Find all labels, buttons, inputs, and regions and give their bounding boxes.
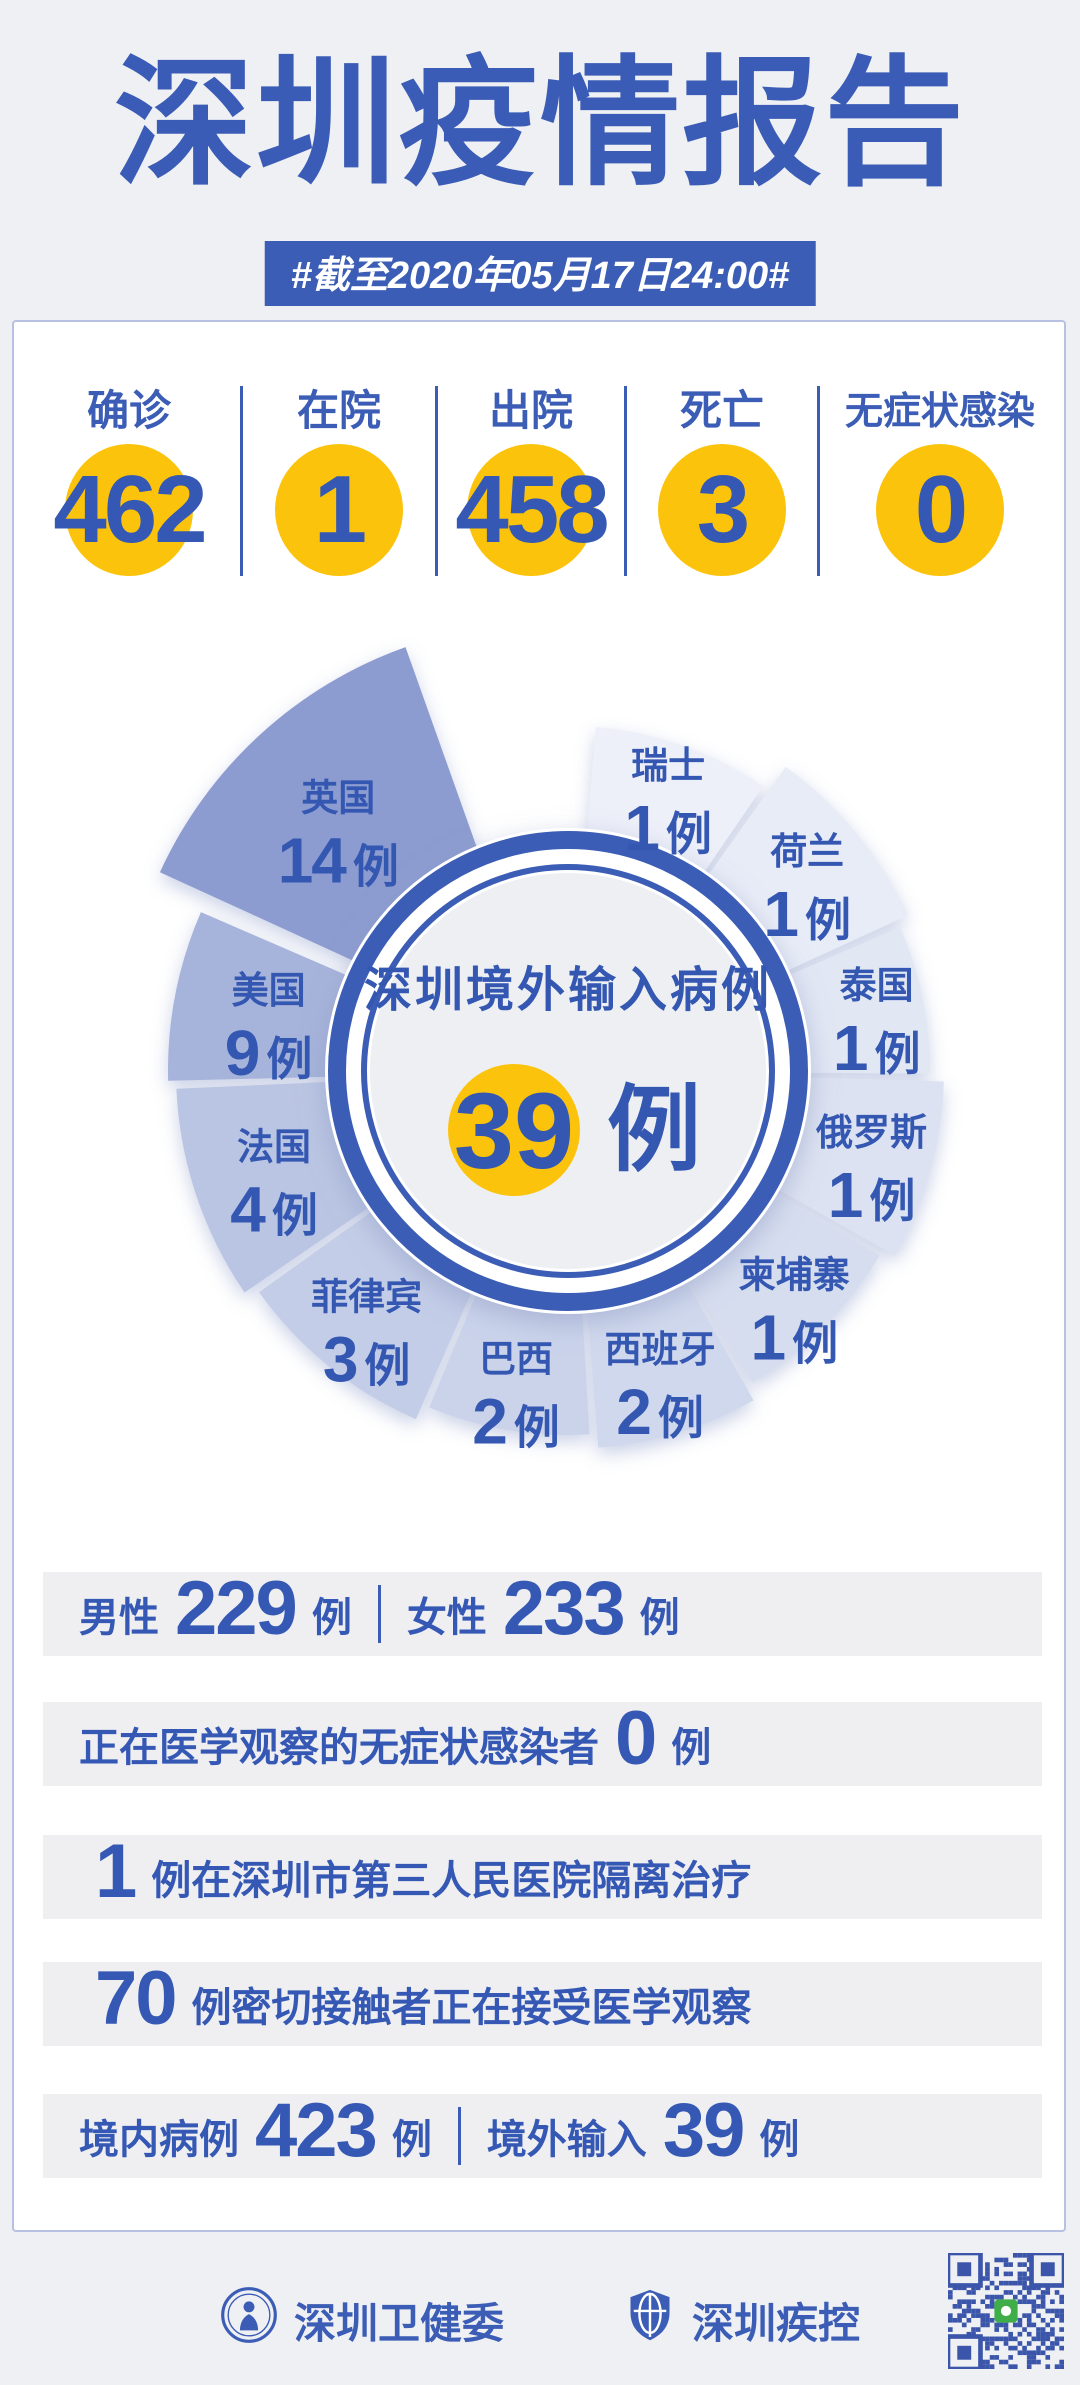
stat-value: 1 xyxy=(313,456,367,563)
stat-value: 458 xyxy=(455,456,609,563)
stat-deaths: 死亡 3 xyxy=(627,380,817,576)
donut-outer-ring xyxy=(328,831,808,1311)
row-label: 境外输入 xyxy=(486,2118,647,2162)
stat-label: 确诊 xyxy=(86,386,171,434)
stat-value-badge: 458 xyxy=(455,444,610,576)
footer: 深圳卫健委 深圳疾控 xyxy=(0,2270,1080,2370)
row-label: 男性 xyxy=(79,1596,159,1640)
slice-country-label: 法国 xyxy=(237,1126,311,1167)
row-divider xyxy=(457,2107,461,2165)
stat-divider xyxy=(435,386,438,576)
stat-value-badge: 3 xyxy=(658,444,786,576)
brand-shenzhen-cdc: 深圳疾控 xyxy=(624,2286,860,2354)
shenzhen-health-commission-logo-icon xyxy=(220,2286,278,2354)
slice-country-label: 美国 xyxy=(232,970,306,1011)
stat-in-hospital: 在院 1 xyxy=(243,380,435,576)
qr-code xyxy=(948,2253,1064,2369)
row-label: 女性 xyxy=(406,1596,487,1640)
info-row: 1 例在深圳市第三人民医院隔离治疗 xyxy=(43,1829,1042,1919)
stat-divider xyxy=(624,386,627,576)
chart-center-title: 深圳境外输入病例 xyxy=(364,964,772,1017)
chart-center-unit: 例 xyxy=(607,1077,701,1182)
row-label: 例 xyxy=(759,2118,800,2162)
report-card: 确诊 462 在院 1 出院 458 死亡 3 无症状感染 0 瑞士 1 例荷兰 1 例泰国 1 例俄罗斯 1 例… xyxy=(12,320,1066,2232)
row-number: 39 xyxy=(662,2088,746,2173)
row-number: 1 xyxy=(95,1829,137,1914)
row-label: 例密切接触者正在接受医学观察 xyxy=(191,1986,752,2030)
stat-value-badge: 0 xyxy=(876,444,1004,576)
stat-value: 462 xyxy=(53,456,207,563)
slice-country-label: 英国 xyxy=(301,777,375,818)
stat-divider xyxy=(240,386,243,576)
brand-label: 深圳卫健委 xyxy=(293,2299,504,2347)
row-number: 423 xyxy=(255,2088,378,2173)
stat-label: 在院 xyxy=(296,386,381,434)
row-label: 例 xyxy=(639,1596,680,1640)
slice-country-label: 巴西 xyxy=(479,1339,553,1380)
date-banner: #截至2020年05月17日24:00# xyxy=(264,241,816,306)
slice-country-label: 荷兰 xyxy=(770,831,844,872)
imported-cases-pie-chart: 瑞士 1 例荷兰 1 例泰国 1 例俄罗斯 1 例柬埔寨 1 例西班牙 2 例巴西 2 例菲律宾 3 例法国 4 例… xyxy=(14,602,1068,1562)
stat-asymptomatic: 无症状感染 0 xyxy=(820,380,1060,576)
pie-labels: 瑞士1 例荷兰1 例泰国1 例俄罗斯1 例柬埔寨1 例西班牙2 例巴西2 例菲律宾3 例法国4 例… xyxy=(225,745,927,1457)
row-number: 0 xyxy=(615,1696,657,1781)
row-label: 例 xyxy=(311,1596,352,1640)
info-row: 境内病例 423 例 境外输入 39 例 xyxy=(43,2088,1042,2178)
stat-value: 0 xyxy=(914,456,968,563)
shenzhen-cdc-logo-icon xyxy=(624,2286,676,2354)
slice-country-label: 俄罗斯 xyxy=(815,1112,927,1153)
slice-country-label: 瑞士 xyxy=(631,745,705,786)
slice-country-label: 西班牙 xyxy=(605,1329,716,1370)
slice-country-label: 柬埔寨 xyxy=(739,1254,850,1295)
stats-row: 确诊 462 在院 1 出院 458 死亡 3 无症状感染 0 xyxy=(14,380,1064,576)
chart-center-value: 39 xyxy=(454,1070,574,1191)
row-number: 229 xyxy=(175,1566,298,1651)
info-row: 男性 229 例 女性 233 例 xyxy=(43,1566,1042,1656)
slice-country-label: 菲律宾 xyxy=(311,1277,422,1318)
row-number: 70 xyxy=(95,1956,178,2041)
info-row: 70 例密切接触者正在接受医学观察 xyxy=(43,1956,1042,2046)
row-label: 例 xyxy=(391,2118,432,2162)
stat-discharged: 出院 458 xyxy=(438,380,624,576)
info-row: 正在医学观察的无症状感染者 0 例 xyxy=(43,1696,1042,1786)
page-title: 深圳疫情报告 xyxy=(113,45,966,202)
brand-label: 深圳疾控 xyxy=(692,2299,861,2347)
stat-label: 出院 xyxy=(488,386,573,434)
slice-count-label: 14 例 xyxy=(278,824,399,896)
center-value-badge xyxy=(448,1064,580,1196)
row-label: 例 xyxy=(671,1726,712,1770)
row-label: 正在医学观察的无症状感染者 xyxy=(79,1726,599,1770)
stat-value: 3 xyxy=(696,456,750,563)
stat-value-badge: 1 xyxy=(275,444,403,576)
row-divider xyxy=(377,1585,381,1643)
row-label: 例在深圳市第三人民医院隔离治疗 xyxy=(151,1859,752,1903)
stat-divider xyxy=(817,386,820,576)
stat-label: 无症状感染 xyxy=(844,390,1035,433)
row-label: 境内病例 xyxy=(79,2118,239,2162)
stat-value-badge: 462 xyxy=(53,444,208,576)
stat-confirmed: 确诊 462 xyxy=(18,380,240,576)
donut-inner-ring xyxy=(361,864,775,1278)
slice-country-label: 泰国 xyxy=(840,965,914,1006)
row-number: 233 xyxy=(502,1566,626,1651)
brand-shenzhen-health-commission: 深圳卫健委 xyxy=(220,2286,504,2354)
stat-label: 死亡 xyxy=(679,386,764,434)
